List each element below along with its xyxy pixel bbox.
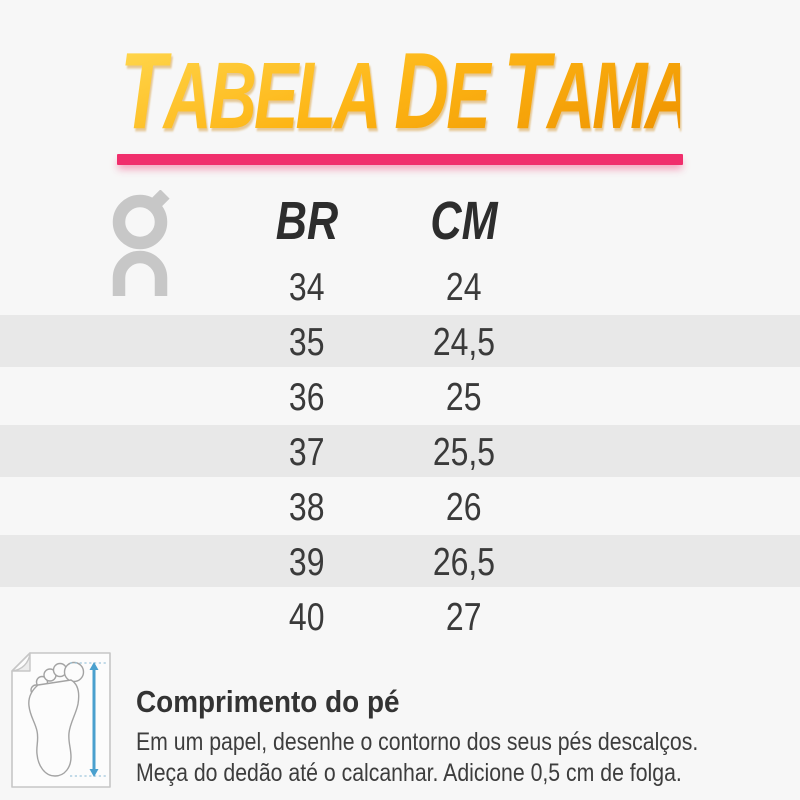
table-header-row: BR CM <box>0 190 800 252</box>
cm-cell: 25 <box>446 376 482 419</box>
instruction-line-2: Meça do dedão até o calcanhar. Adicione … <box>136 759 682 787</box>
measure-arrow <box>89 662 99 777</box>
table-row: 34 24 <box>0 260 800 315</box>
page-title: TABELA DE TAMANHOS <box>120 37 680 145</box>
pink-divider <box>117 154 683 165</box>
title-word: DE <box>394 30 488 151</box>
column-header-br: BR <box>275 191 339 251</box>
table-row: 35 24,5 <box>0 315 800 370</box>
size-table: 34 24 35 24,5 36 25 37 25,5 38 26 39 26,… <box>0 260 800 645</box>
br-cell: 38 <box>289 486 325 529</box>
table-row: 39 26,5 <box>0 535 800 590</box>
logo-tab <box>151 190 170 208</box>
cm-cell: 24 <box>446 266 482 309</box>
logo-ring <box>112 194 168 250</box>
cm-cell: 26,5 <box>432 541 496 584</box>
br-cell: 35 <box>289 321 325 364</box>
instruction-heading: Comprimento do pé <box>136 684 400 719</box>
foot-measure-icon <box>11 652 111 788</box>
instruction-line-1: Em um papel, desenhe o contorno dos seus… <box>136 728 699 756</box>
column-header-cm: CM <box>430 191 498 251</box>
table-row: 36 25 <box>0 370 800 425</box>
logo-arch <box>112 250 168 296</box>
br-cell: 39 <box>289 541 325 584</box>
br-cell: 37 <box>289 431 325 474</box>
cm-cell: 26 <box>446 486 482 529</box>
br-cell: 34 <box>289 266 325 309</box>
cm-cell: 25,5 <box>432 431 496 474</box>
measure-instructions: Comprimento do pé Em um papel, desenhe o… <box>136 686 756 789</box>
br-cell: 36 <box>289 376 325 419</box>
measure-dotted-lines <box>70 662 107 777</box>
title-word: TAMANHOS <box>503 30 781 151</box>
paper-fold-corner <box>11 652 31 672</box>
br-cell: 40 <box>289 596 325 639</box>
cm-cell: 24,5 <box>432 321 496 364</box>
table-row: 40 27 <box>0 590 800 645</box>
cm-cell: 27 <box>446 596 482 639</box>
on-logo-icon <box>112 190 170 296</box>
foot-sole-outline <box>28 679 80 777</box>
table-row: 37 25,5 <box>0 425 800 480</box>
title-word: TABELA <box>120 30 379 151</box>
table-row: 38 26 <box>0 480 800 535</box>
